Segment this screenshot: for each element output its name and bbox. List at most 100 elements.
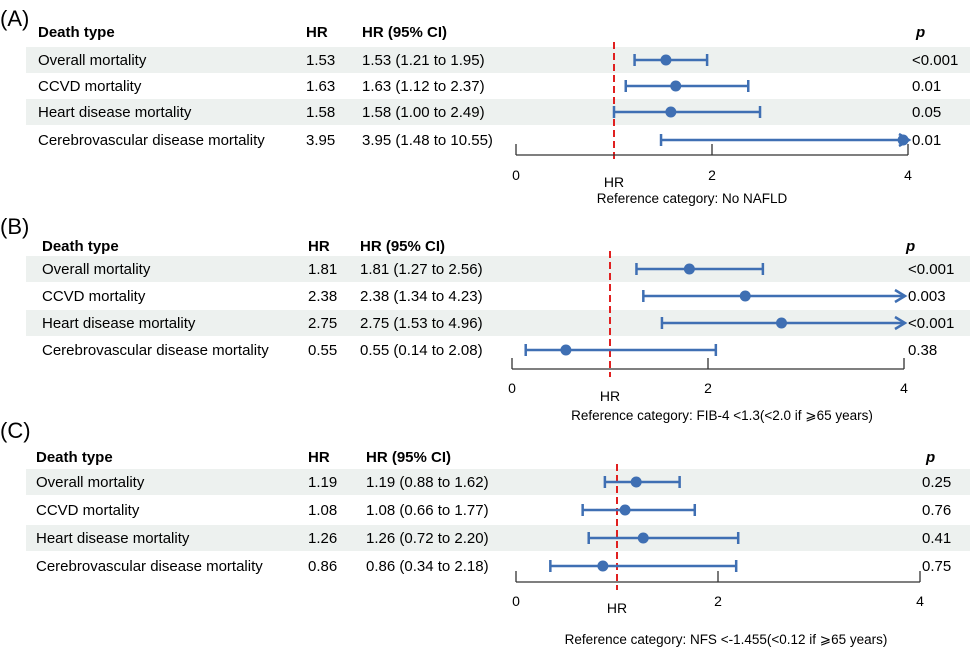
hr-point [597, 560, 609, 572]
x-tick-label: 0 [512, 593, 520, 609]
row-stripe [26, 256, 970, 282]
row-hr-ci: 2.75 (1.53 to 4.96) [360, 315, 483, 332]
row-label: Overall mortality [42, 261, 151, 278]
x-tick-label: 0 [508, 380, 516, 396]
row-hr: 1.53 [306, 52, 335, 69]
row-hr-ci: 0.55 (0.14 to 2.08) [360, 342, 483, 359]
x-tick-label: 2 [708, 167, 716, 183]
hr-point [560, 344, 572, 356]
row-hr-ci: 1.08 (0.66 to 1.77) [366, 502, 489, 519]
row-hr-ci: 2.38 (1.34 to 4.23) [360, 288, 483, 305]
panel-label: (C) [0, 418, 31, 443]
row-p-value: <0.001 [908, 315, 954, 332]
ci-arrow-high [894, 315, 908, 331]
row-hr: 2.75 [308, 315, 337, 332]
row-hr: 1.58 [306, 104, 335, 121]
reference-category-note: Reference category: NFS <-1.455(<0.12 if… [565, 632, 888, 647]
hr-point [660, 54, 672, 66]
header-p: p [925, 449, 935, 466]
row-hr: 1.08 [308, 502, 337, 519]
row-p-value: 0.76 [922, 502, 951, 519]
row-hr-ci: 1.63 (1.12 to 2.37) [362, 78, 485, 95]
header-death-type: Death type [42, 238, 119, 255]
row-p-value: <0.001 [908, 261, 954, 278]
row-p-value: 0.05 [912, 104, 941, 121]
reference-category-note: Reference category: FIB-4 <1.3(<2.0 if ⩾… [571, 408, 873, 423]
header-hr-ci: HR (95% CI) [362, 24, 447, 41]
hr-point [665, 106, 677, 118]
row-label: Heart disease mortality [42, 315, 196, 332]
header-hr: HR [308, 449, 330, 466]
hr-point [630, 476, 642, 488]
row-hr: 1.63 [306, 78, 335, 95]
header-p: p [905, 238, 915, 255]
hr-point [897, 134, 909, 146]
hr-point [637, 532, 649, 544]
row-hr: 1.19 [308, 474, 337, 491]
forest-panel-0: (A) Death type HR HR (95% CI) p Overall morta… [0, 6, 970, 206]
header-hr-ci: HR (95% CI) [366, 449, 451, 466]
panel-label: (A) [0, 6, 29, 31]
header-hr-ci: HR (95% CI) [360, 238, 445, 255]
row-p-value: 0.003 [908, 288, 946, 305]
row-label: Overall mortality [38, 52, 147, 69]
row-hr-ci: 3.95 (1.48 to 10.55) [362, 132, 493, 149]
row-label: CCVD mortality [36, 502, 140, 519]
header-p: p [915, 24, 925, 41]
header-death-type: Death type [36, 449, 113, 466]
row-label: CCVD mortality [38, 78, 142, 95]
reference-category-note: Reference category: No NAFLD [597, 191, 788, 206]
row-hr: 2.38 [308, 288, 337, 305]
x-axis-title: HR [607, 600, 627, 616]
forest-panel-1: (B) Death type HR HR (95% CI) p Overall morta… [0, 214, 970, 423]
x-tick-label: 4 [900, 380, 908, 396]
row-hr-ci: 0.86 (0.34 to 2.18) [366, 558, 489, 575]
row-hr: 1.81 [308, 261, 337, 278]
row-label: Overall mortality [36, 474, 145, 491]
row-p-value: <0.001 [912, 52, 958, 69]
hr-point [739, 290, 751, 302]
hr-point [683, 263, 695, 275]
row-hr-ci: 1.19 (0.88 to 1.62) [366, 474, 489, 491]
row-hr-ci: 1.81 (1.27 to 2.56) [360, 261, 483, 278]
x-tick-label: 2 [704, 380, 712, 396]
row-label: Cerebrovascular disease mortality [36, 558, 263, 575]
row-hr: 0.86 [308, 558, 337, 575]
hr-point [670, 80, 682, 92]
row-stripe [26, 525, 970, 551]
x-tick-label: 2 [714, 593, 722, 609]
row-label: Heart disease mortality [36, 530, 190, 547]
row-hr-ci: 1.53 (1.21 to 1.95) [362, 52, 485, 69]
row-label: Cerebrovascular disease mortality [42, 342, 269, 359]
row-label: Cerebrovascular disease mortality [38, 132, 265, 149]
row-hr: 0.55 [308, 342, 337, 359]
row-p-value: 0.01 [912, 78, 941, 95]
panel-label: (B) [0, 214, 29, 239]
row-p-value: 0.41 [922, 530, 951, 547]
header-death-type: Death type [38, 24, 115, 41]
x-axis-title: HR [600, 388, 620, 404]
x-tick-label: 4 [916, 593, 924, 609]
header-hr: HR [308, 238, 330, 255]
row-p-value: 0.75 [922, 558, 951, 575]
x-tick-label: 0 [512, 167, 520, 183]
forest-panel-2: (C) Death type HR HR (95% CI) p Overall morta… [0, 418, 970, 647]
x-tick-label: 4 [904, 167, 912, 183]
header-hr: HR [306, 24, 328, 41]
row-hr-ci: 1.26 (0.72 to 2.20) [366, 530, 489, 547]
hr-point [619, 504, 631, 516]
row-hr: 3.95 [306, 132, 335, 149]
ci-arrow-high [894, 288, 908, 304]
row-hr-ci: 1.58 (1.00 to 2.49) [362, 104, 485, 121]
row-label: Heart disease mortality [38, 104, 192, 121]
row-p-value: 0.38 [908, 342, 937, 359]
row-label: CCVD mortality [42, 288, 146, 305]
row-p-value: 0.25 [922, 474, 951, 491]
row-stripe [26, 47, 970, 73]
row-hr: 1.26 [308, 530, 337, 547]
row-p-value: 0.01 [912, 132, 941, 149]
x-axis-title: HR [604, 174, 624, 190]
row-stripe [26, 99, 970, 125]
hr-point [776, 317, 787, 329]
